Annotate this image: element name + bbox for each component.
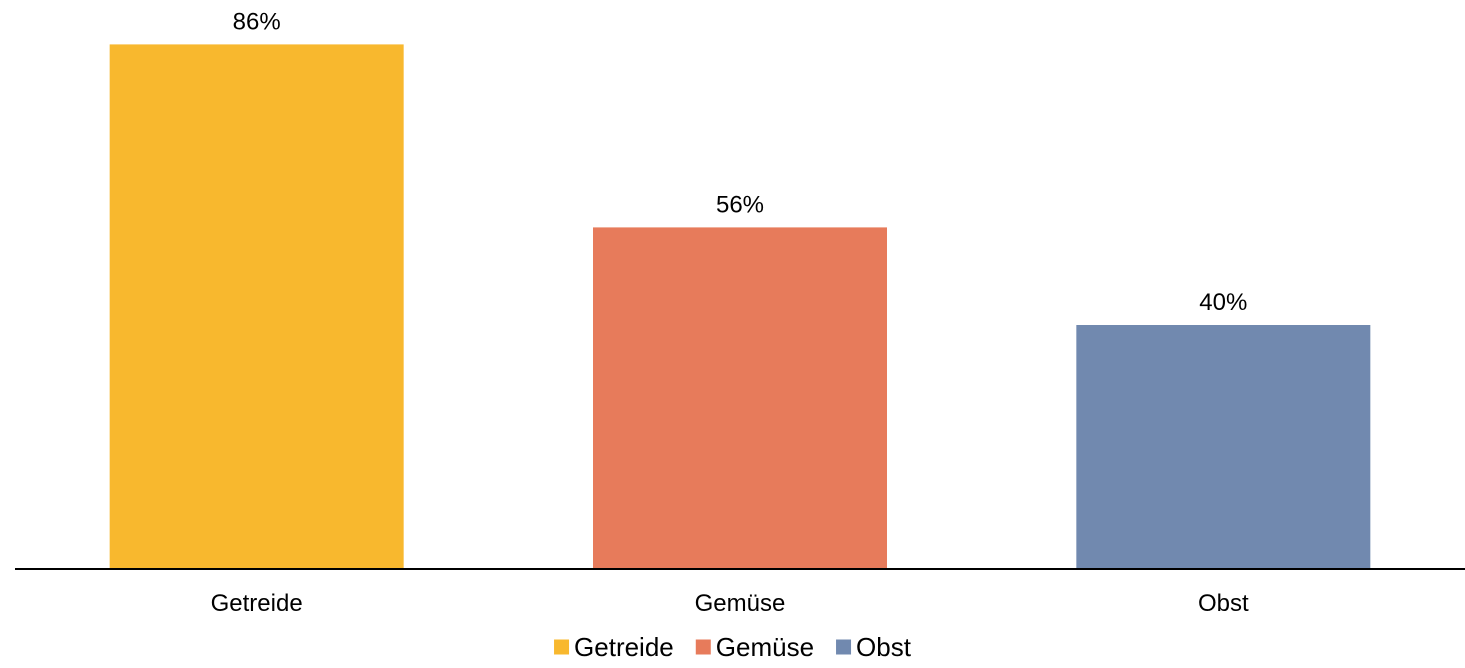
legend-label-obst: Obst (856, 632, 912, 662)
legend-swatch-gemuse (695, 639, 711, 655)
legend-item-getreide: Getreide (554, 632, 674, 662)
x-tick-label-getreide: Getreide (211, 590, 303, 617)
bar-gemuse (593, 227, 887, 569)
legend-label-gemuse: Gemüse (716, 632, 814, 662)
legend-label-getreide: Getreide (574, 632, 674, 662)
x-tick-label-gemuse: Gemüse (695, 590, 786, 617)
legend-item-gemuse: Gemüse (695, 632, 814, 662)
bar-getreide (109, 44, 404, 569)
category-labels: Getreide Gemüse Obst (211, 590, 1249, 617)
legend-item-obst: Obst (836, 632, 912, 662)
legend: Getreide Gemüse Obst (554, 632, 912, 662)
data-label-getreide: 86% (233, 8, 281, 35)
data-label-gemuse: 56% (716, 191, 764, 218)
legend-swatch-obst (836, 639, 852, 655)
legend-swatch-getreide (554, 639, 570, 655)
x-tick-label-obst: Obst (1198, 590, 1249, 617)
bars-group: 86% 56% 40% (109, 8, 1371, 569)
bar-obst (1076, 325, 1371, 569)
data-label-obst: 40% (1199, 289, 1247, 316)
